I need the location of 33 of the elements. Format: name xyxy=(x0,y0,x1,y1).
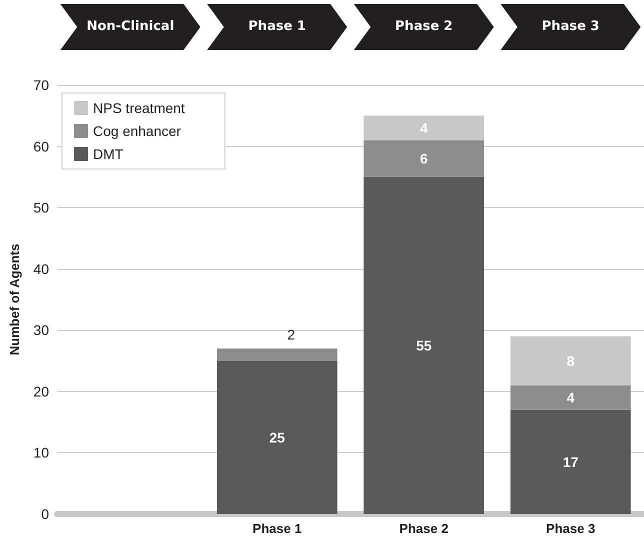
text: Phase 2 xyxy=(394,18,454,36)
bar xyxy=(216,348,338,361)
y-tick-label: 0 xyxy=(41,506,50,522)
x-tick-label: Phase 2 xyxy=(399,521,448,536)
x-tick-label: Phase 3 xyxy=(546,521,596,536)
bar xyxy=(216,360,338,514)
y-tick-label: 40 xyxy=(33,260,50,277)
data-label: 55 xyxy=(416,337,432,354)
text: Non-Clinical xyxy=(86,18,176,36)
bar xyxy=(364,116,484,140)
bar xyxy=(510,336,631,386)
bar xyxy=(510,410,631,514)
legend-label: DMT xyxy=(93,146,124,162)
y-tick-label: 10 xyxy=(33,444,50,461)
bar xyxy=(364,140,484,177)
y-tick-label: 50 xyxy=(33,200,50,216)
data-label: 4 xyxy=(566,390,575,406)
data-label: 2 xyxy=(287,326,296,343)
text: Phase 1 xyxy=(247,18,307,36)
y-tick-label: 60 xyxy=(33,138,50,154)
y-tick-label: 20 xyxy=(33,383,50,400)
data-label: 17 xyxy=(562,454,579,470)
y-tick-label: 30 xyxy=(33,322,50,338)
x-tick-label: Phase 1 xyxy=(252,521,302,536)
y-axis-title: Numbef of Agents xyxy=(7,244,22,356)
bar xyxy=(510,385,631,410)
y-tick-label: 70 xyxy=(33,77,50,93)
legend-label: NPS treatment xyxy=(93,100,185,116)
legend-label: Cog enhancer xyxy=(93,123,182,139)
text: Phase 3 xyxy=(540,18,600,36)
data-label: 25 xyxy=(269,429,286,446)
bar xyxy=(364,176,484,514)
data-label: 6 xyxy=(420,150,428,167)
